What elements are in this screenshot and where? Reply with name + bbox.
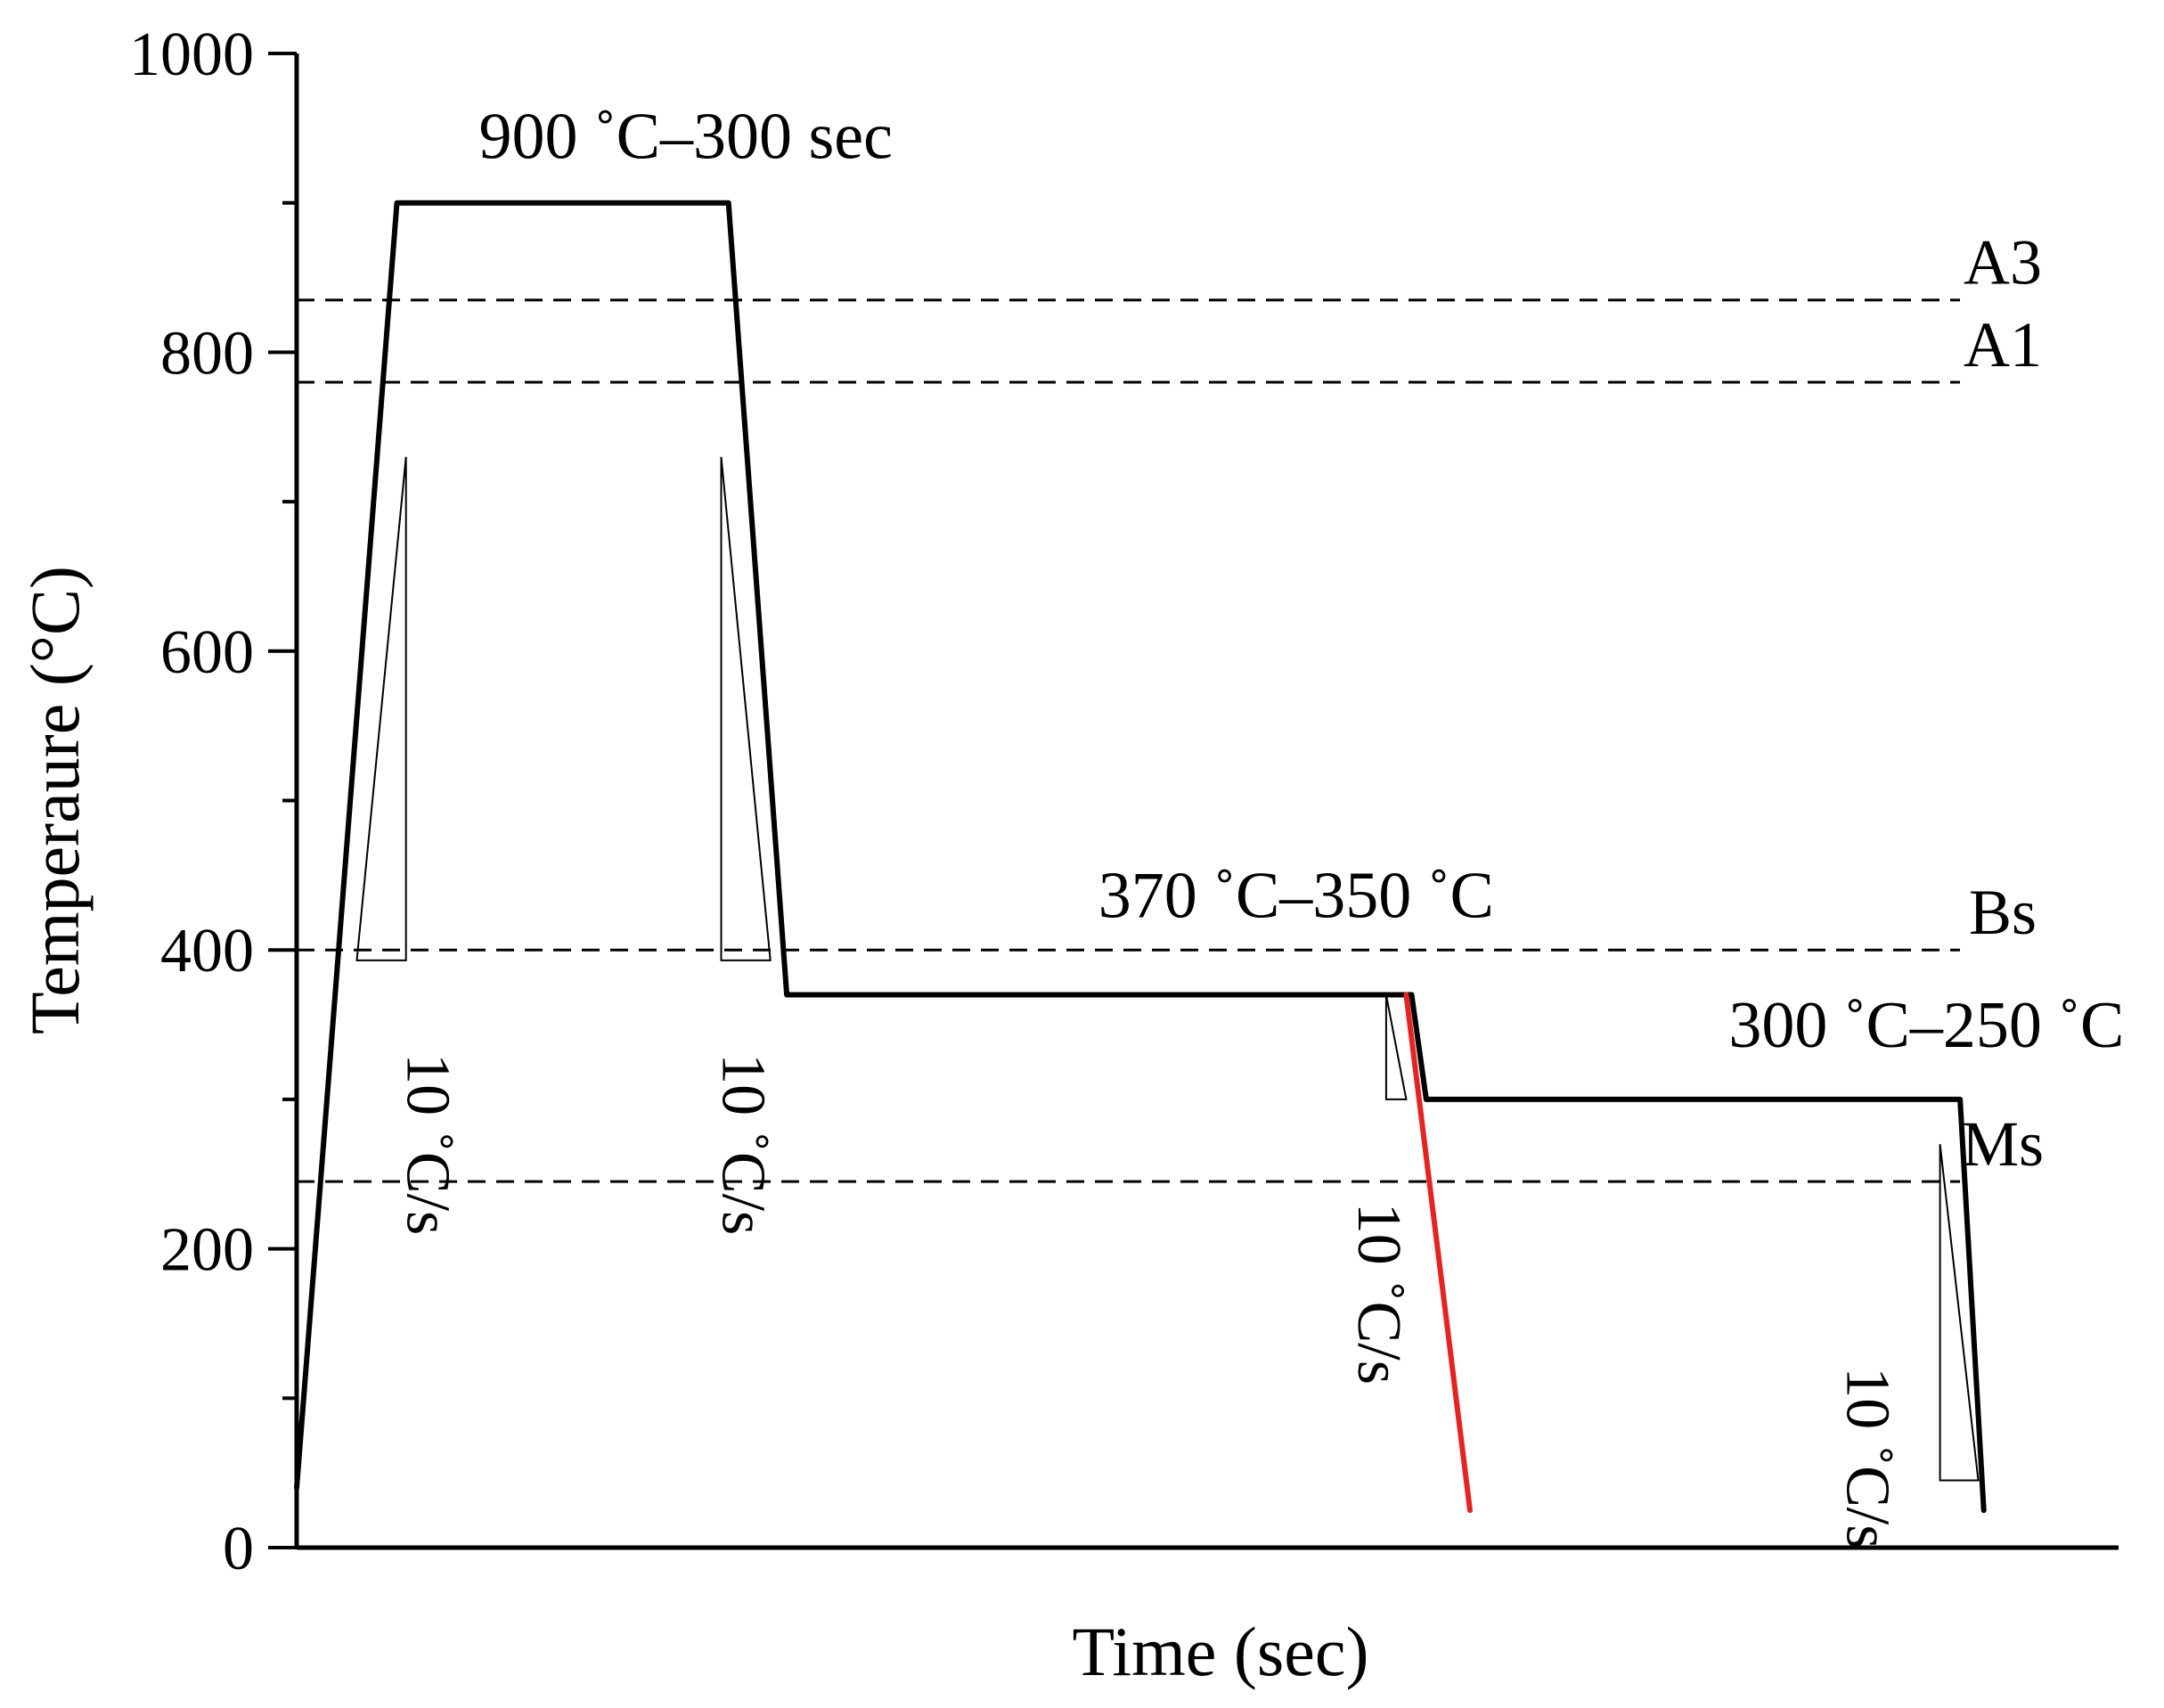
rate-label: 10 ˚C/s — [1833, 1367, 1901, 1549]
rate-triangles — [355, 456, 1980, 1482]
axes — [294, 53, 2119, 1550]
temperature-profile — [294, 200, 1987, 1514]
rate-label: 10 ˚C/s — [1344, 1203, 1413, 1385]
segment-annotation: 300 ˚C–250 ˚C — [1728, 989, 2124, 1062]
series-line-3 — [1423, 1096, 1987, 1514]
series-line-2 — [1403, 992, 1473, 1514]
reference-lines: A3 A1 Bs Ms — [297, 227, 2044, 1183]
series-line-1 — [294, 200, 1429, 1491]
y-tick-label: 400 — [160, 917, 254, 985]
segment-annotation: 900 ˚C–300 sec — [479, 100, 894, 173]
y-tick-label: 800 — [160, 319, 254, 388]
rate-triangle — [355, 456, 407, 961]
ref-label-a1: A1 — [1964, 309, 2042, 380]
ref-label-a3: A3 — [1964, 227, 2042, 298]
y-tick-label: 0 — [223, 1515, 254, 1583]
y-ticks: 0 200 400 600 800 1000 — [129, 20, 297, 1583]
rate-label: 10 ˚C/s — [709, 1053, 778, 1235]
y-tick-label: 1000 — [129, 20, 254, 89]
rate-triangle — [1939, 1144, 1980, 1482]
y-tick-label: 600 — [160, 618, 254, 687]
segment-annotation: 370 ˚C–350 ˚C — [1098, 859, 1494, 932]
rate-triangle — [1384, 994, 1408, 1100]
x-axis-title: Time (sec) — [1073, 1613, 1369, 1690]
rate-labels: 10 ˚C/s 10 ˚C/s 10 ˚C/s 10 ˚C/s — [394, 1053, 1902, 1549]
rate-label: 10 ˚C/s — [394, 1053, 462, 1235]
y-axis-title: Temperaure (°C) — [16, 566, 94, 1034]
ref-label-bs: Bs — [1969, 877, 2037, 948]
rate-triangle — [720, 456, 772, 961]
annotations: 900 ˚C–300 sec 370 ˚C–350 ˚C 300 ˚C–250 ˚C — [479, 100, 2125, 1062]
ref-label-ms: Ms — [1962, 1108, 2044, 1180]
y-tick-label: 200 — [160, 1216, 254, 1285]
